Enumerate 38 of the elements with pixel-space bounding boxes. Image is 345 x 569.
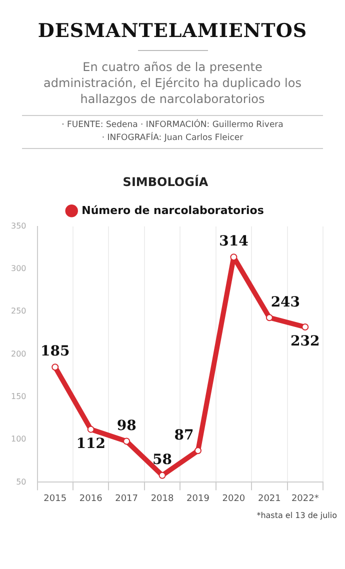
data-label: 98 [116, 418, 136, 434]
y-tick-label: 200 [10, 349, 26, 358]
x-tick-label: 2022* [291, 494, 320, 504]
y-tick-label: 250 [10, 306, 26, 316]
point [230, 254, 238, 261]
data-label: 314 [219, 234, 249, 250]
x-tick-label: 2019 [186, 494, 210, 504]
point [194, 447, 202, 454]
point [266, 314, 273, 322]
y-tick-label: 350 [10, 221, 26, 230]
data-label: 232 [290, 334, 320, 350]
data-label: 58 [152, 452, 172, 468]
data-label: 243 [270, 294, 300, 310]
text: *hasta el 13 de julio [256, 511, 337, 520]
legend-label: Número de narcolaboratorios [82, 204, 264, 217]
x-tick-label: 2021 [258, 494, 281, 504]
point [123, 438, 130, 445]
text: · FUENTE: Sedena · INFORMACIÓN: Guillermo Rivera [60, 119, 284, 132]
x-tick-label: 2016 [79, 494, 103, 504]
y-tick-label: 50 [16, 477, 26, 486]
x-tick-label: 2020 [222, 494, 246, 504]
data-label: 112 [76, 436, 106, 452]
chart-subtitle: En cuatro años de la presente administración, el Ejército ha duplicado los hallazgos de narcolaboratorios [42, 59, 302, 107]
chart-title: DESMANTELAMIENTOS [36, 20, 308, 42]
x-tick-label: 2018 [150, 494, 174, 504]
point [87, 426, 94, 433]
data-label: 87 [174, 427, 194, 444]
legend-title: SIMBOLOGÍA [122, 174, 209, 190]
data-label: 185 [40, 344, 70, 360]
y-tick-label: 100 [10, 434, 26, 444]
x-tick-label: 2017 [115, 494, 138, 504]
y-tick-label: 300 [10, 264, 26, 274]
point [302, 324, 309, 331]
y-tick-label: 150 [10, 392, 26, 402]
x-tick-label: 2015 [44, 494, 67, 504]
text: · INFOGRAFÍA: Juan Carlos Fleicer [100, 132, 244, 145]
point [52, 364, 59, 371]
point [158, 472, 166, 479]
